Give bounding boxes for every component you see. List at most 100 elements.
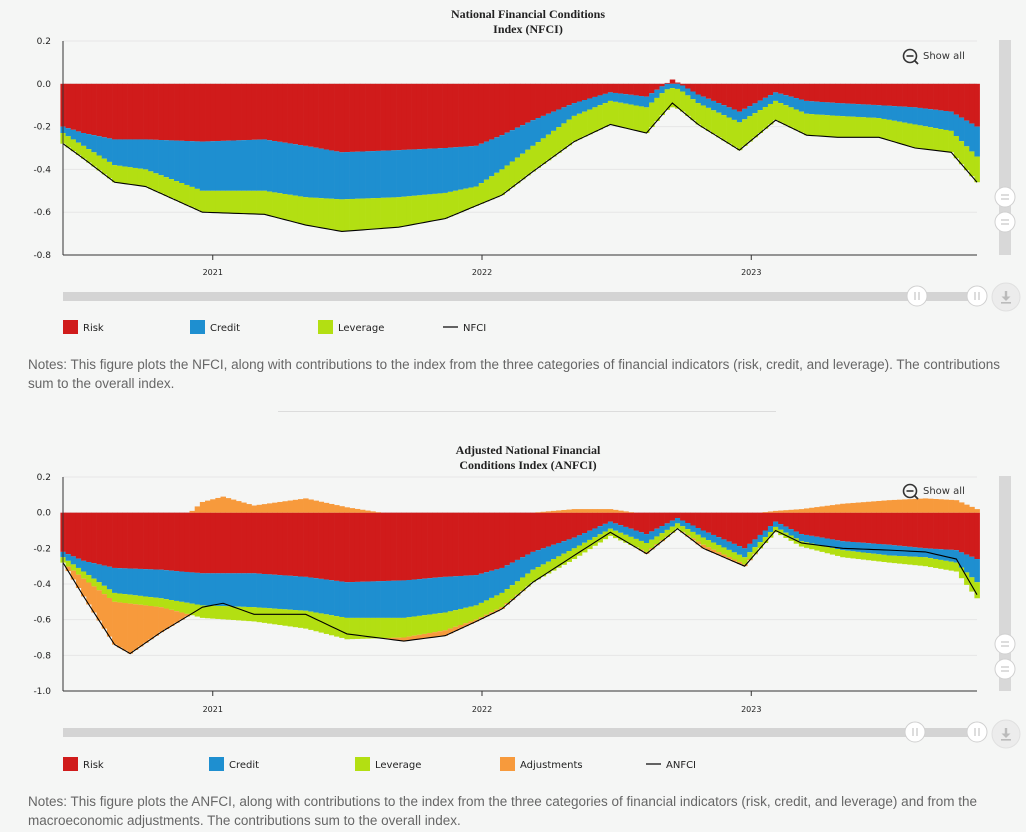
bar-leverage [334,616,340,637]
horizontal-scrollbar[interactable] [63,721,988,743]
bar-risk [674,512,681,519]
bar-risk [597,512,603,527]
horizontal-scrollbar[interactable] [63,285,988,307]
horizontal-scroll-handle-left[interactable] [904,721,926,743]
bar-credit [974,126,980,157]
bar-adjustments [437,631,443,637]
show-all-button[interactable]: Show all [902,483,965,500]
download-button[interactable] [991,282,1021,312]
legend-label: NFCI [463,323,486,334]
bar-credit [494,137,500,173]
bar-risk [189,512,196,573]
vertical-scroll-handle-top[interactable] [994,186,1016,208]
bar-risk [328,83,335,151]
legend-item-leverage[interactable]: Leverage [355,757,421,771]
bar-credit [137,139,144,169]
horizontal-scroll-handle-left[interactable] [906,285,928,307]
bar-credit [261,139,268,191]
bar-credit [829,539,836,548]
bar-leverage [86,149,92,163]
horizontal-scroll-handle-right[interactable] [966,285,988,307]
bar-risk [96,512,103,565]
bar-credit [432,148,438,194]
bar-leverage [143,169,149,187]
bar-adjustments [328,503,335,513]
bar-leverage [829,547,836,555]
bar-leverage [659,533,665,541]
legend-item-nfci[interactable]: NFCI [443,323,486,334]
legend-item-credit[interactable]: Credit [190,320,240,334]
legend-item-risk[interactable]: Risk [63,757,104,771]
bar-credit [829,102,836,116]
bar-leverage [633,105,640,131]
bar-adjustments [705,547,712,551]
bar-risk [163,83,170,141]
bar-risk [773,83,779,93]
bar-risk [106,83,113,139]
bar-risk [664,82,671,84]
bar-adjustments [540,511,547,513]
bar-credit [798,99,805,112]
bar-risk [174,83,180,141]
bar-leverage [112,592,118,602]
bar-risk [556,512,562,543]
bar-risk [618,83,624,94]
bar-leverage [530,145,536,172]
bar-adjustments [581,509,588,513]
bar-adjustments [809,507,815,513]
bar-risk [659,83,665,87]
bar-credit [597,95,603,106]
bar-credit [101,137,108,159]
legend-item-leverage[interactable]: Leverage [318,320,384,334]
download-button[interactable] [991,719,1021,749]
bar-leverage [509,161,516,188]
bar-leverage [927,127,934,150]
vertical-scroll-handle-bottom[interactable] [994,211,1016,233]
bar-leverage [643,107,650,134]
bar-adjustments [447,628,454,634]
bar-adjustments [855,502,862,513]
vertical-scroll-handle-bottom[interactable] [994,658,1016,680]
bar-risk [468,83,474,147]
vertical-scrollbar[interactable] [994,40,1016,255]
index-line-layer [62,102,978,233]
bar-leverage [685,529,691,536]
legend-item-anfci[interactable]: ANFCI [646,760,696,771]
bar-credit [592,96,598,108]
bar-leverage [318,613,325,633]
bar-adjustments [767,511,774,513]
bar-credit [447,576,454,612]
bar-leverage [695,534,702,542]
bar-risk [396,83,402,151]
bar-risk [778,512,784,525]
bar-risk [592,512,598,529]
bar-risk [514,512,521,560]
bar-risk [886,512,893,545]
bar-risk [339,512,345,582]
legend-item-adjustments[interactable]: Adjustments [500,757,583,771]
show-all-button[interactable]: Show all [902,48,965,65]
vertical-scrollbar[interactable] [994,476,1016,691]
bar-adjustments [215,497,221,513]
bar-risk [246,512,252,574]
bar-leverage [106,161,113,179]
bar-risk [530,512,536,552]
horizontal-scroll-handle-right[interactable] [966,721,988,743]
bar-credit [499,567,505,593]
legend-item-risk[interactable]: Risk [63,320,104,334]
legend-item-credit[interactable]: Credit [209,757,259,771]
bar-credit [773,521,779,527]
bar-adjustments [571,509,578,513]
bar-leverage [365,198,371,230]
bar-leverage [261,607,268,623]
bar-adjustments [783,510,789,513]
bar-adjustments [75,574,82,589]
bar-leverage [690,99,696,121]
bar-risk [819,512,825,538]
bar-risk [225,83,232,141]
bar-credit [530,551,536,570]
bar-credit [664,523,671,530]
bar-credit [561,107,567,124]
bar-leverage [804,113,810,136]
vertical-scroll-handle-top[interactable] [994,633,1016,655]
